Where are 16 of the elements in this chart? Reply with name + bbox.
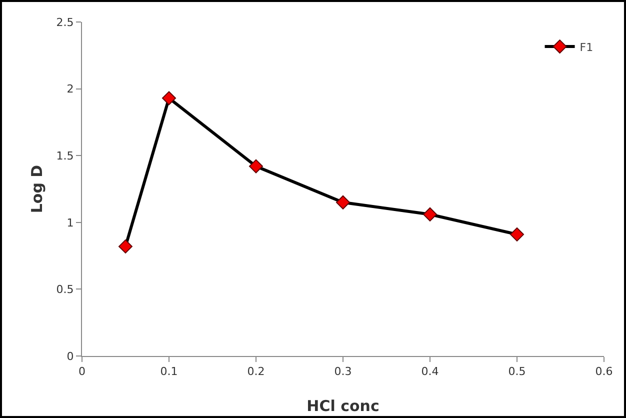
x-tick-label: 0.2 (247, 365, 265, 378)
x-tick-label: 0.5 (508, 365, 526, 378)
x-tick-label: 0.1 (160, 365, 178, 378)
y-tick-label: 2.5 (56, 16, 74, 29)
x-tick-label: 0.6 (595, 365, 613, 378)
y-tick-label: 2 (66, 82, 74, 96)
x-tick-label: 0.3 (334, 365, 352, 378)
x-tick-label: 0.4 (421, 365, 439, 378)
y-tick-label: 0 (66, 350, 74, 363)
y-tick-label: 1.5 (56, 149, 74, 162)
x-axis-title: HCl conc (306, 397, 380, 415)
y-axis-title: Log D (28, 164, 46, 214)
legend-label: F1 (580, 40, 594, 54)
x-tick-label: 0 (78, 365, 86, 378)
y-tick-label: 0.5 (56, 283, 74, 296)
y-tick-label: 1 (66, 216, 74, 230)
